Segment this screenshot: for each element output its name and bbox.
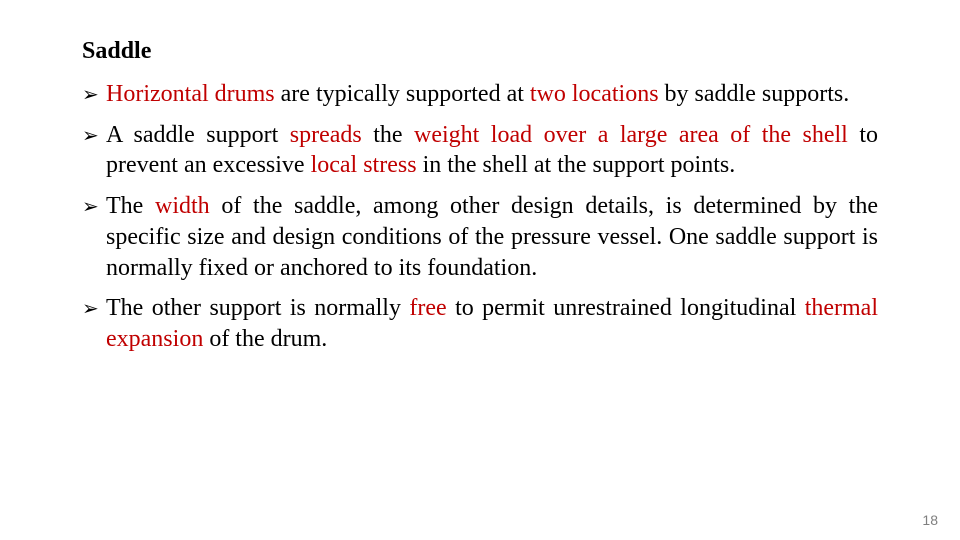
bullet-item: ➢ Horizontal drums are typically supporte… [82,79,878,110]
plain-text: A saddle support [106,122,290,148]
bullet-text: Horizontal drums are typically supported… [106,81,849,107]
plain-text: of the drum. [209,326,327,352]
highlighted-text: weight load over a large area of the she… [414,122,859,148]
slide: Saddle ➢ Horizontal drums are typically s… [0,0,960,540]
plain-text: The other support is normally [106,295,409,321]
bullet-arrow-icon: ➢ [82,124,99,150]
plain-text: in the shell at the support points. [423,152,736,178]
plain-text: the [373,122,414,148]
bullet-text: The other support is normally free to pe… [106,295,878,352]
plain-text: The [106,193,155,219]
bullet-arrow-icon: ➢ [82,83,99,109]
highlighted-text: local stress [311,152,423,178]
highlighted-text: spreads [290,122,373,148]
bullet-text: A saddle support spreads the weight load… [106,122,878,179]
plain-text: to permit unrestrained longitudinal [455,295,805,321]
highlighted-text: free [409,295,455,321]
highlighted-text: width [155,193,221,219]
page-number: 18 [922,512,938,528]
highlighted-text: two locations [530,81,665,107]
bullet-text: The width of the saddle, among other des… [106,193,878,280]
plain-text: of the saddle, among other design detail… [106,193,878,280]
slide-title: Saddle [82,38,878,65]
bullet-list: ➢ Horizontal drums are typically supporte… [82,79,878,355]
bullet-item: ➢ The width of the saddle, among other de… [82,191,878,283]
bullet-arrow-icon: ➢ [82,195,99,221]
bullet-arrow-icon: ➢ [82,297,99,323]
bullet-item: ➢ A saddle support spreads the weight loa… [82,120,878,181]
plain-text: by saddle supports. [665,81,850,107]
bullet-item: ➢ The other support is normally free to p… [82,293,878,354]
plain-text: are typically supported at [281,81,530,107]
highlighted-text: Horizontal drums [106,81,281,107]
